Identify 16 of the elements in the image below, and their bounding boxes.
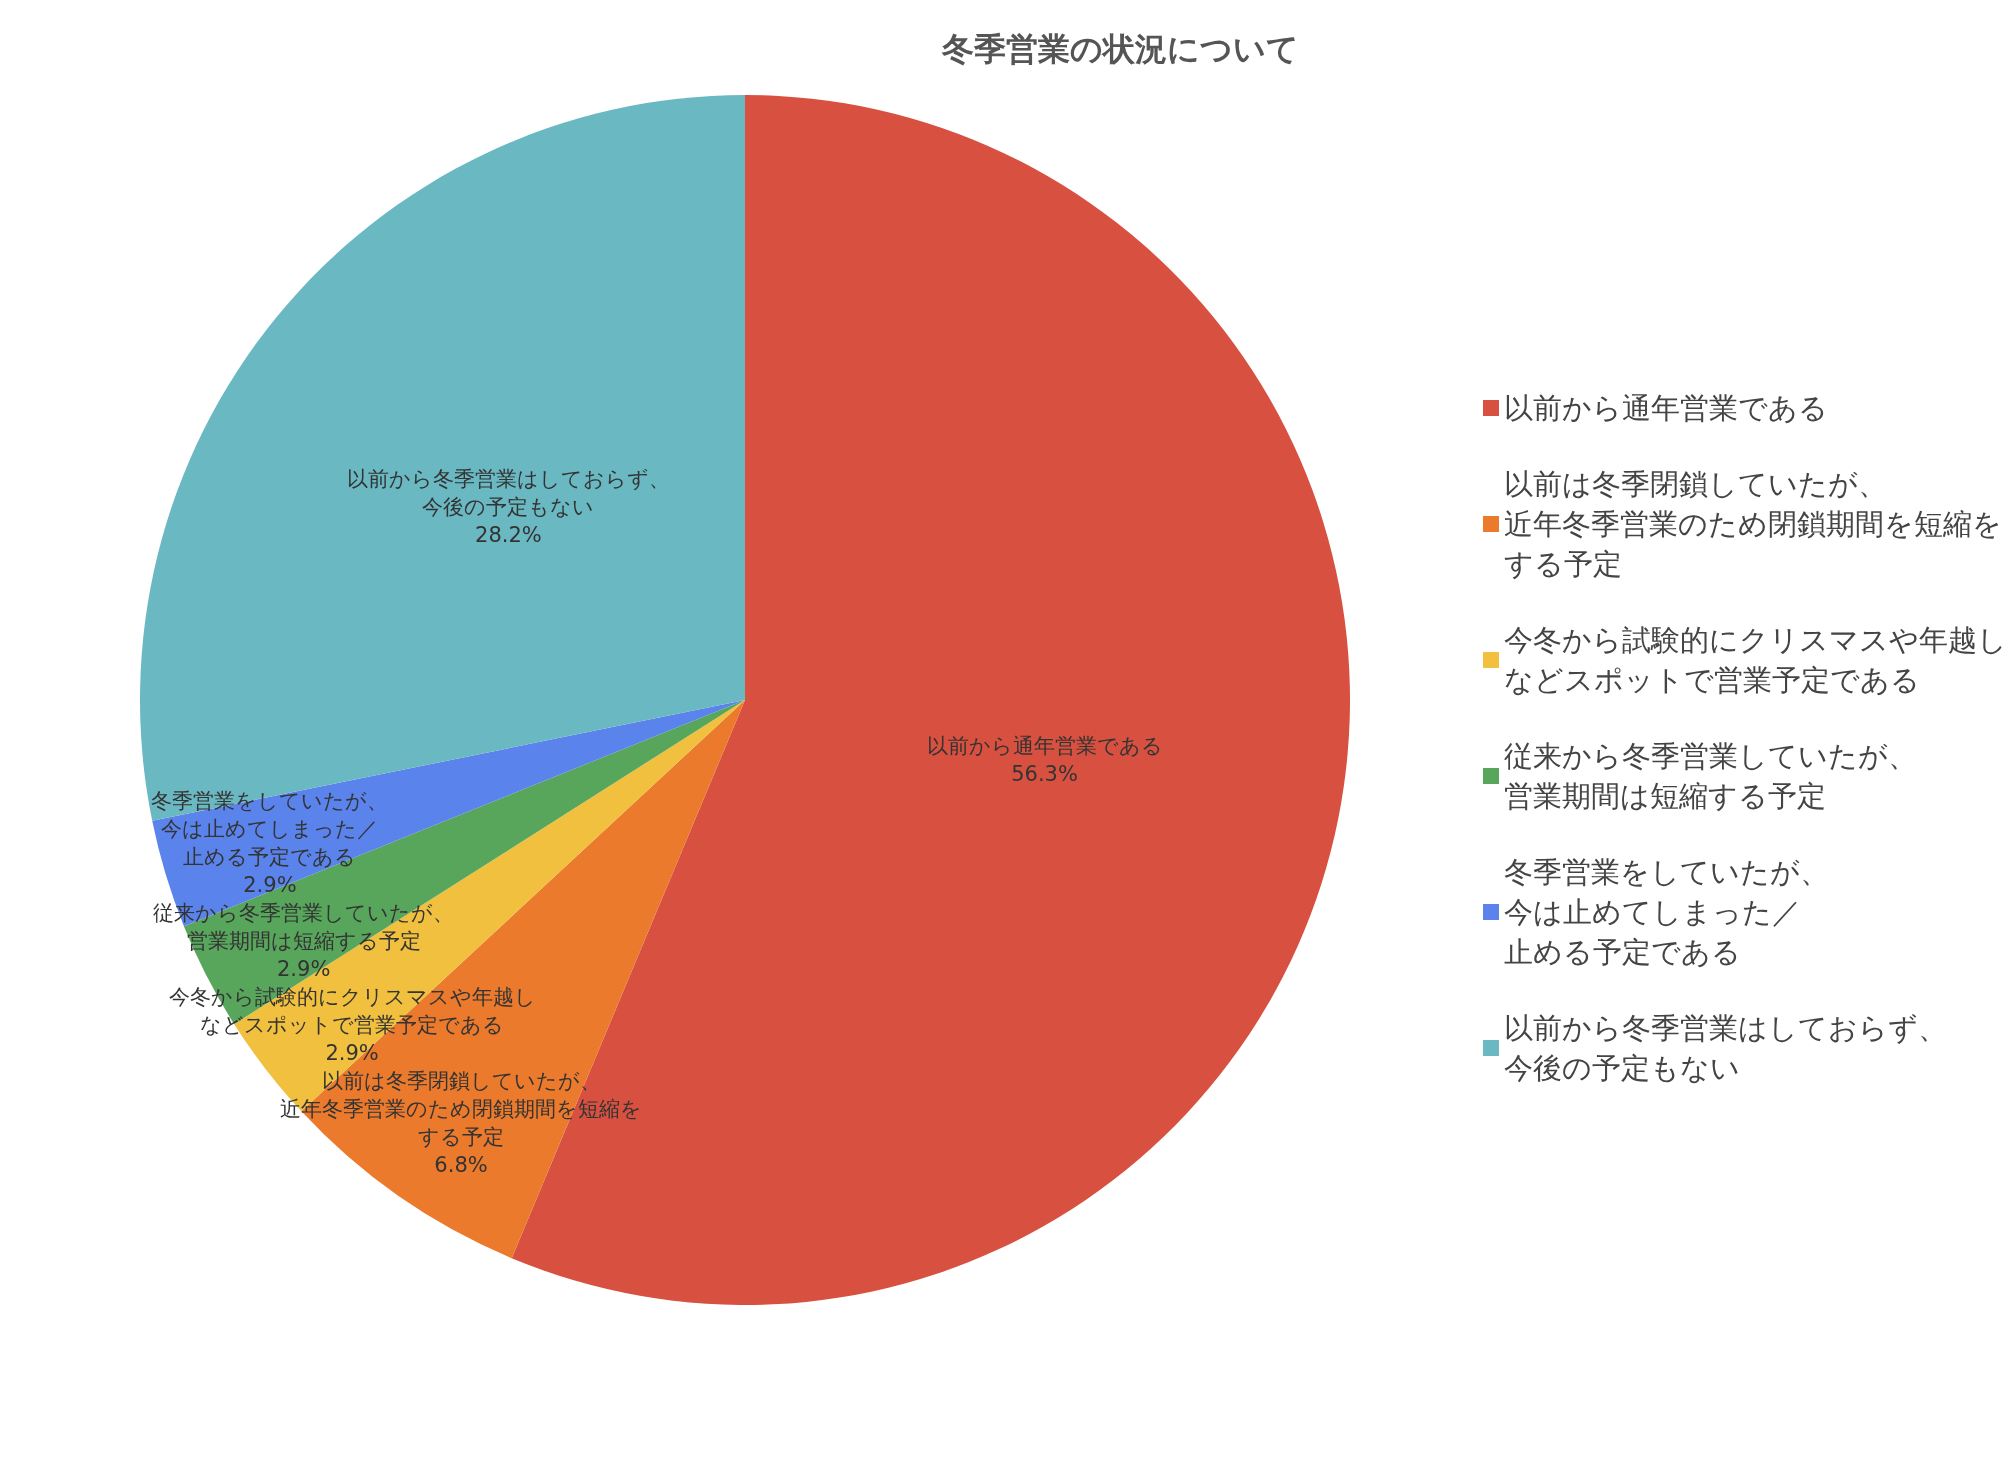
legend-label: 以前から冬季営業はしておらず、今後の予定もない [1504,1011,1947,1085]
legend-label: 従来から冬季営業していたが、営業期間は短縮する予定 [1504,739,1917,813]
legend-label: 今冬から試験的にクリスマスや年越しなどスポットで営業予定である [1504,623,2007,697]
slice-label: 冬季営業をしていたが、今は止めてしまった／止める予定である [151,788,389,869]
data-label: 28.2% [475,522,542,547]
chart-title: 冬季営業の状況について [940,30,1299,68]
slice-label: 以前から通年営業である [926,734,1163,759]
data-label: 6.8% [434,1152,488,1177]
legend-label: 以前は冬季閉鎖していたが、近年冬季営業のため閉鎖期間を短縮をする予定 [1504,467,2002,581]
slice-label: 以前は冬季閉鎖していたが、近年冬季営業のため閉鎖期間を短縮をする予定 [280,1068,643,1149]
data-label: 56.3% [1011,762,1078,787]
legend-label: 冬季営業をしていたが、今は止めてしまった／止める予定である [1504,855,1829,969]
slice-label: 以前から冬季営業はしておらず、今後の予定もない [346,466,670,519]
data-label: 2.9% [243,872,297,897]
legend-label: 以前から通年営業である [1504,391,1828,425]
data-label: 2.9% [325,1040,379,1065]
